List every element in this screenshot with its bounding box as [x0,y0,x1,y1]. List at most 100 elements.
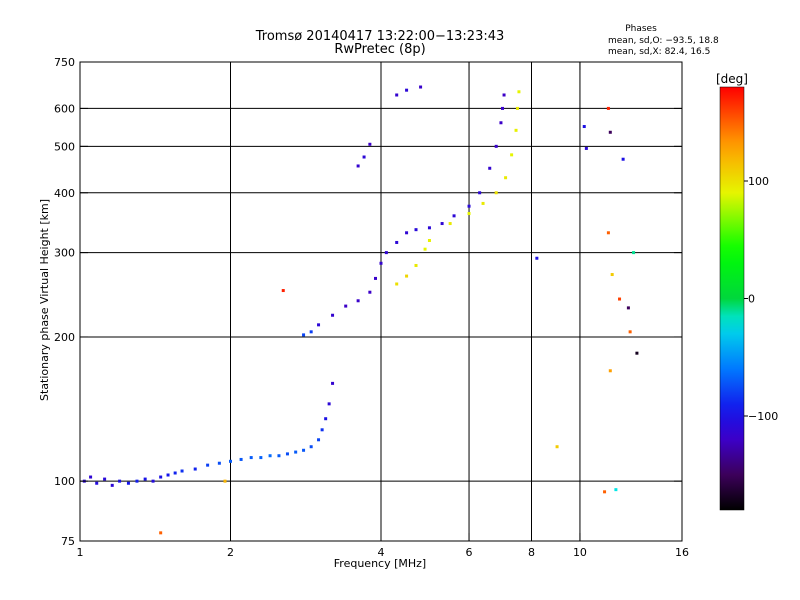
data-point [405,274,409,278]
data-point [193,467,197,471]
y-tick-label: 75 [61,535,75,548]
data-point [268,454,272,458]
colorbar-tick-label: −100 [748,410,778,423]
y-tick-label: 300 [54,247,75,260]
data-point [180,469,184,473]
data-point [467,204,471,208]
data-point [309,445,313,449]
data-point [582,125,586,129]
data-point [239,457,243,461]
data-point [356,299,360,303]
data-point [126,481,130,485]
data-point [368,290,372,294]
colorbar [719,86,745,511]
data-point [281,289,285,293]
data-point [414,263,418,267]
data-point [118,479,122,483]
x-tick-label: 8 [528,546,535,559]
data-point [614,488,618,492]
data-point [384,251,388,255]
series-o-mode-e-f1-trace [82,381,335,487]
chart-subtitle: RwPretec (8p) [334,42,425,57]
data-point [302,333,306,337]
data-point [618,297,622,301]
data-point [555,445,559,449]
data-point [499,121,503,125]
data-point [249,456,253,460]
data-point [608,130,612,134]
data-point [229,459,232,463]
data-point [374,276,378,280]
data-point [285,452,289,456]
data-point [223,479,227,483]
data-point [327,402,331,406]
data-point [95,481,99,485]
x-tick-label: 6 [466,546,473,559]
y-tick-label: 400 [54,187,75,200]
data-point [414,228,418,232]
series-x-mode-f2-trace [395,90,521,286]
data-point [166,473,170,477]
data-point [317,323,321,327]
x-tick-label: 1 [77,546,84,559]
data-point [368,142,372,146]
data-point [405,231,409,235]
phases-heading: Phases [625,24,657,34]
data-point [423,247,427,251]
data-point [362,155,366,159]
data-point [110,483,114,487]
x-tick-label: 2 [227,546,234,559]
y-tick-label: 500 [54,140,75,153]
data-point [405,88,409,92]
data-point [277,454,281,458]
data-point [395,240,399,244]
chart-title: Tromsø 20140417 13:22:00−13:23:43 [255,29,505,44]
data-point [103,477,107,481]
data-point [621,157,625,161]
data-point [159,531,163,535]
data-point [502,93,506,97]
data-point [488,166,492,170]
x-tick-label: 16 [675,546,689,559]
x-axis-label: Frequency [MHz] [334,557,426,570]
data-point [628,330,632,334]
y-tick-label: 200 [54,331,75,344]
data-point [173,471,177,475]
data-point [606,231,610,235]
data-point [206,463,210,467]
data-point [440,222,444,226]
data-point [427,238,431,242]
data-point [514,128,518,132]
series-o-mode-f2-trace [302,93,506,337]
data-point [515,106,519,110]
data-point [608,369,612,373]
data-point [606,106,610,110]
x-tick-label: 4 [378,546,385,559]
colorbar-tick-label: 100 [748,175,769,188]
data-point [501,106,505,110]
x-tick-label: 10 [573,546,587,559]
data-point [419,85,423,89]
data-point [344,304,348,308]
data-point [259,456,263,460]
data-point [324,417,328,421]
y-tick-label: 100 [54,475,75,488]
phase-stats-x: mean, sd,X: 82.4, 16.5 [608,47,710,57]
colorbar-tick-label: 0 [748,293,755,306]
colorbar-label: [deg] [716,72,748,86]
data-point [317,438,321,442]
data-point [217,461,221,465]
data-point [504,176,508,180]
data-point [294,450,298,454]
data-point [320,428,324,432]
data-point [584,146,588,150]
data-point [632,251,636,255]
data-point [143,477,147,481]
data-point [610,273,614,277]
data-point [494,144,498,148]
data-point [535,256,539,260]
data-point [481,201,485,205]
data-point [331,313,335,317]
data-point [379,261,383,265]
